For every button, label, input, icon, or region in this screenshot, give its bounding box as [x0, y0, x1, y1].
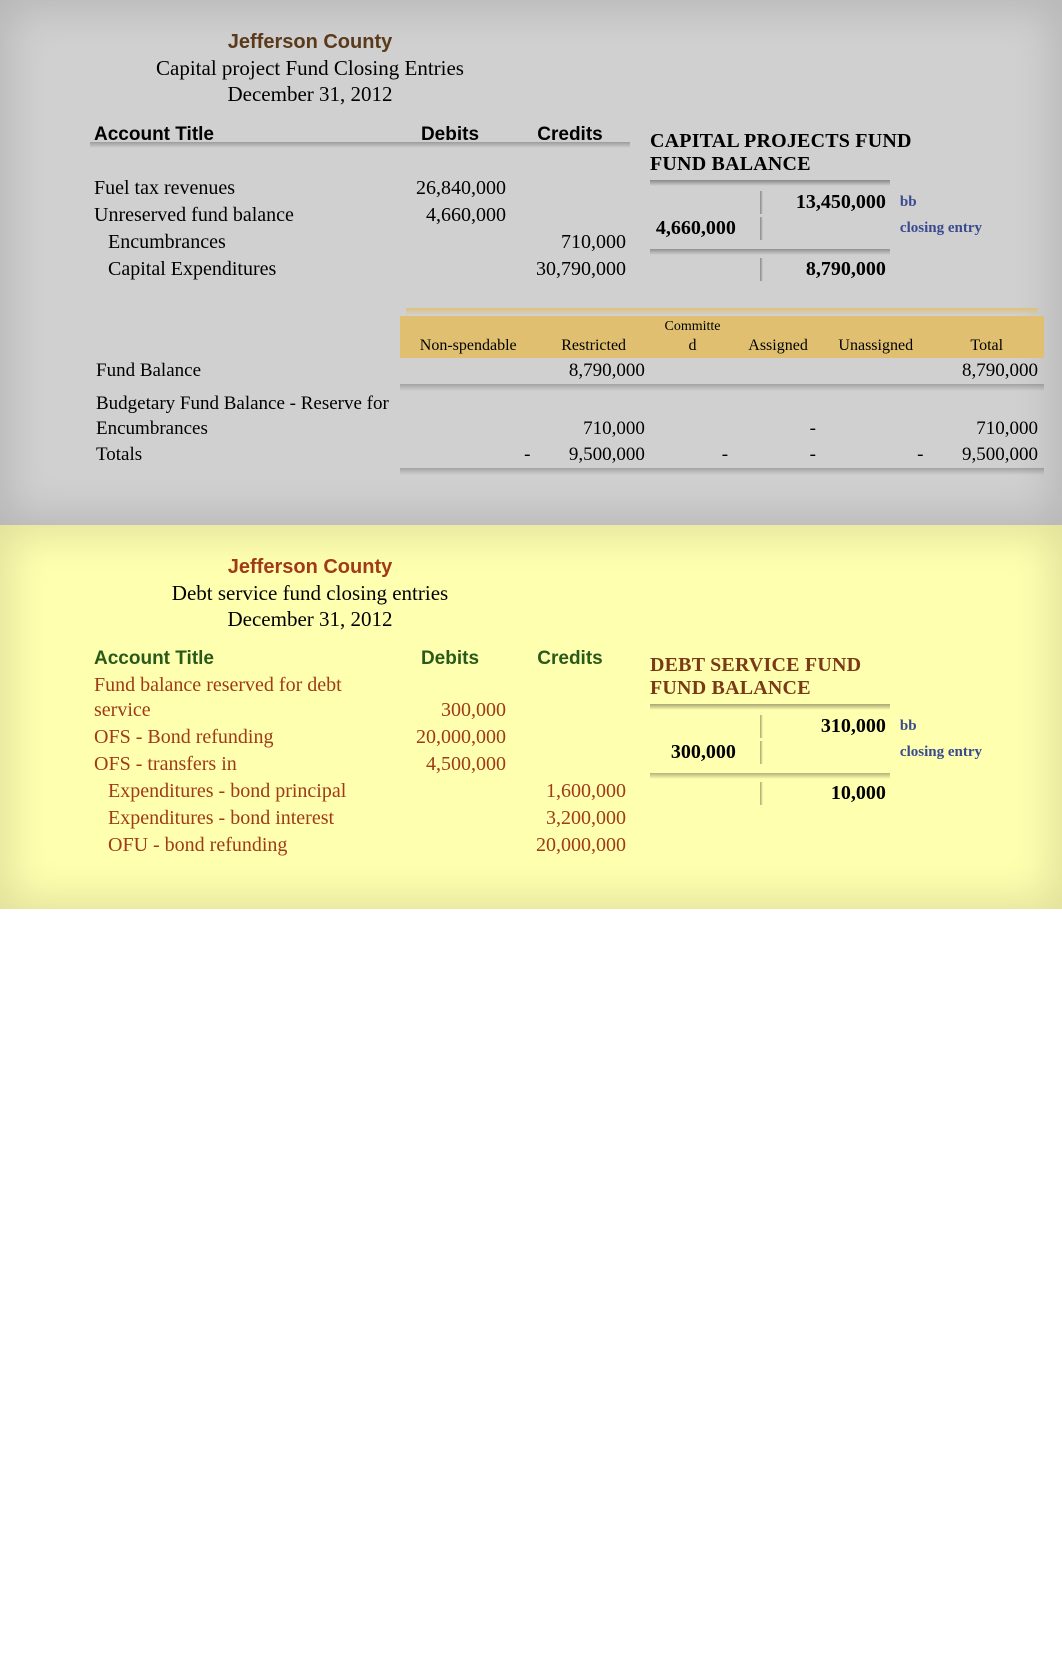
- capital-header: Jefferson County Capital project Fund Cl…: [10, 30, 610, 108]
- fb-col: Unassigned: [822, 316, 930, 358]
- debt-t-account: DEBT SERVICE FUND FUND BALANCE 310,000 b…: [650, 646, 982, 805]
- t-note: closing entry: [900, 744, 982, 761]
- debt-title: Debt service fund closing entries: [10, 580, 610, 606]
- journal-row: OFU - bond refunding 20,000,000: [90, 832, 630, 859]
- col-account-title: Account Title: [90, 646, 390, 672]
- t-sum: 8,790,000: [770, 258, 890, 281]
- t-note: closing entry: [900, 220, 982, 237]
- fund-balance-table: Non-spendable Restricted Committe Assign…: [90, 307, 1044, 475]
- journal-row: Fuel tax revenues 26,840,000: [90, 175, 630, 202]
- fund-balance-label: FUND BALANCE: [650, 677, 982, 700]
- t-sum: 10,000: [770, 782, 890, 805]
- fb-col: Assigned: [734, 316, 822, 358]
- capital-t-account: CAPITAL PROJECTS FUND FUND BALANCE 13,45…: [650, 122, 982, 281]
- fb-row: Budgetary Fund Balance - Reserve for: [90, 391, 1044, 417]
- page-whitespace: [0, 909, 1062, 1669]
- journal-row: Encumbrances 710,000: [90, 229, 630, 256]
- journal-row: OFS - Bond refunding 20,000,000: [90, 724, 630, 751]
- debt-journal: Account Title Debits Credits Fund balanc…: [90, 646, 630, 859]
- t-note: bb: [900, 718, 982, 735]
- col-credits: Credits: [510, 646, 630, 672]
- capital-journal: Account Title Debits Credits Fuel tax re…: [90, 122, 630, 284]
- fund-label: CAPITAL PROJECTS FUND: [650, 130, 982, 153]
- journal-row: Unreserved fund balance 4,660,000: [90, 202, 630, 229]
- capital-projects-section: Jefferson County Capital project Fund Cl…: [0, 0, 1062, 525]
- fb-col: Committe: [651, 316, 734, 336]
- col-account-title: Account Title: [90, 122, 390, 148]
- fund-label: DEBT SERVICE FUND: [650, 654, 982, 677]
- fb-col: Restricted: [536, 316, 650, 358]
- capital-title: Capital project Fund Closing Entries: [10, 55, 610, 81]
- journal-row: OFS - transfers in 4,500,000: [90, 751, 630, 778]
- debt-service-section: Jefferson County Debt service fund closi…: [0, 525, 1062, 909]
- debt-header: Jefferson County Debt service fund closi…: [10, 555, 610, 633]
- fb-row: Totals - 9,500,000 - - - 9,500,000: [90, 442, 1044, 468]
- journal-row: Expenditures - bond interest 3,200,000: [90, 805, 630, 832]
- fb-row: Fund Balance 8,790,000 8,790,000: [90, 358, 1044, 384]
- col-credits: Credits: [510, 122, 630, 148]
- journal-row: Expenditures - bond principal 1,600,000: [90, 778, 630, 805]
- capital-date: December 31, 2012: [10, 81, 610, 107]
- journal-row: Fund balance reserved for debt service 3…: [90, 672, 630, 724]
- t-note: bb: [900, 194, 982, 211]
- fb-row: Encumbrances 710,000 - 710,000: [90, 416, 1044, 442]
- debt-date: December 31, 2012: [10, 606, 610, 632]
- capital-org: Jefferson County: [10, 30, 610, 55]
- fb-col: Non-spendable: [400, 316, 536, 358]
- col-debits: Debits: [390, 646, 510, 672]
- journal-row: Capital Expenditures 30,790,000: [90, 256, 630, 283]
- fund-balance-label: FUND BALANCE: [650, 153, 982, 176]
- fb-col: Total: [930, 316, 1045, 358]
- col-debits: Debits: [390, 122, 510, 148]
- debt-org: Jefferson County: [10, 555, 610, 580]
